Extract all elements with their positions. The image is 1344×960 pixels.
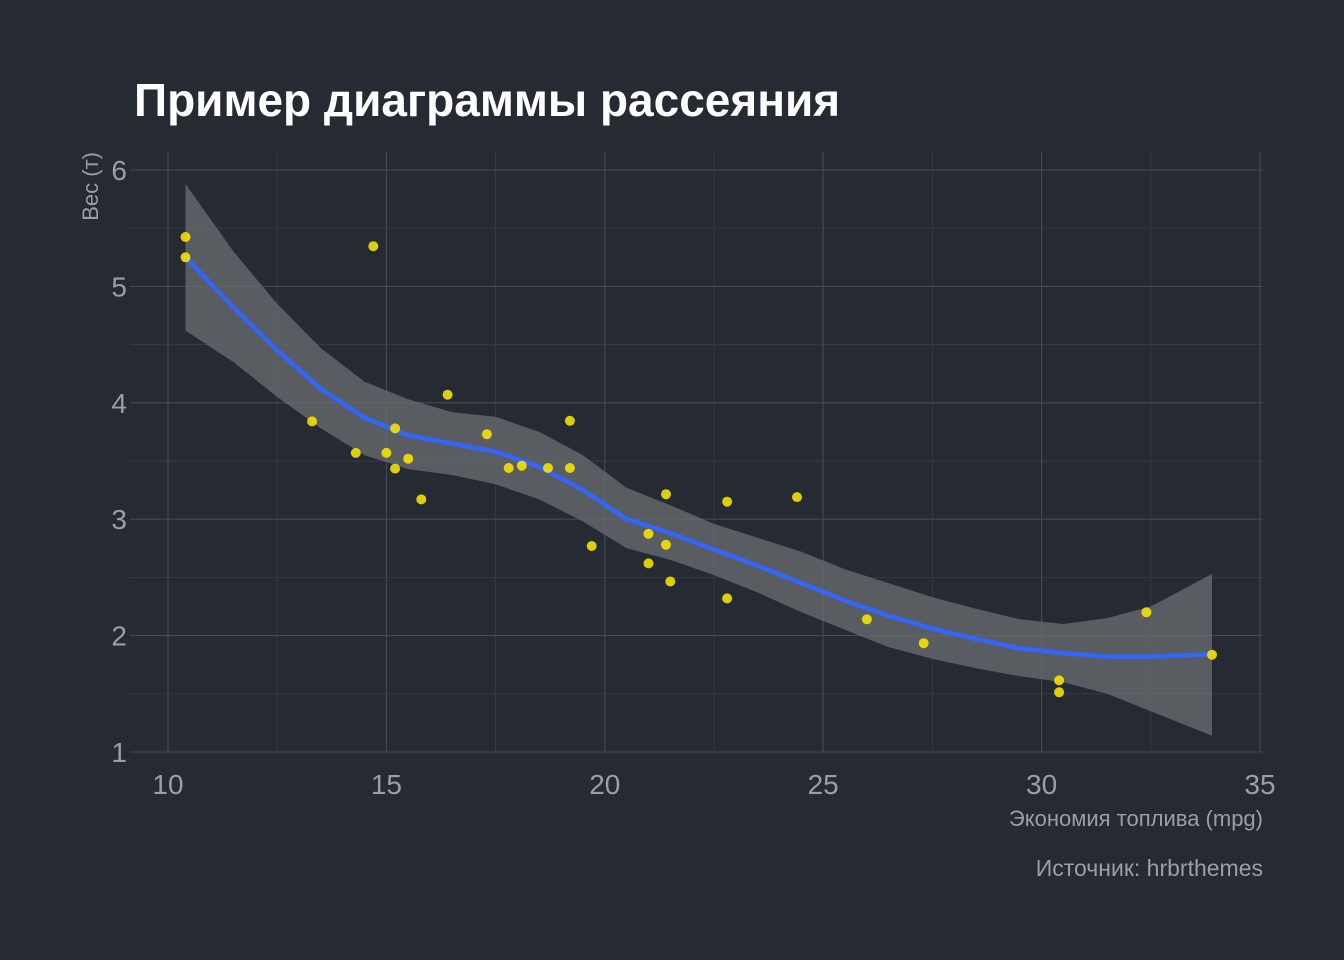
y-axis-ticks: 1 2 3 4 5 6 — [111, 155, 127, 768]
major-gridlines — [130, 152, 1263, 753]
y-axis-label: Вес (т) — [78, 152, 103, 221]
confidence-band — [185, 184, 1212, 736]
data-point — [368, 241, 379, 252]
x-tick-label: 10 — [152, 769, 183, 800]
x-axis-label: Экономия топлива (mpg) — [1009, 806, 1263, 831]
data-point — [403, 453, 414, 464]
data-point — [792, 492, 802, 503]
x-tick-label: 25 — [808, 769, 839, 800]
y-tick-label: 3 — [111, 504, 127, 535]
data-point — [390, 463, 401, 474]
data-point — [307, 416, 318, 427]
data-point — [643, 558, 654, 569]
data-point — [442, 389, 453, 400]
smooth-trend-line — [183, 255, 1215, 659]
data-point — [390, 423, 401, 434]
data-point — [665, 576, 676, 587]
data-point — [381, 447, 392, 458]
data-point — [1141, 607, 1152, 618]
y-tick-label: 1 — [111, 737, 127, 768]
x-axis-ticks: 10 15 20 25 30 35 — [152, 769, 1275, 800]
data-point — [661, 539, 671, 550]
data-point — [661, 489, 671, 500]
data-point — [722, 593, 733, 604]
y-tick-label: 2 — [111, 621, 127, 652]
data-point — [861, 614, 872, 625]
data-point — [1054, 687, 1065, 698]
x-tick-label: 30 — [1026, 769, 1057, 800]
x-tick-label: 15 — [371, 769, 402, 800]
data-point — [350, 447, 361, 458]
data-point — [586, 541, 597, 551]
data-point — [564, 463, 575, 473]
data-point — [516, 460, 527, 471]
data-point — [503, 463, 514, 473]
data-point — [564, 415, 575, 426]
chart-title: Пример диаграммы рассеяния — [134, 74, 840, 126]
data-point — [543, 463, 553, 473]
minor-gridlines — [130, 152, 1263, 752]
y-tick-label: 6 — [111, 155, 127, 186]
data-point — [180, 232, 191, 242]
data-point — [918, 638, 929, 649]
data-points — [180, 232, 1217, 698]
data-point — [180, 252, 191, 263]
chart-caption: Источник: hrbrthemes — [1036, 855, 1263, 881]
data-point — [1207, 649, 1217, 660]
data-point — [416, 494, 427, 505]
y-tick-label: 4 — [111, 388, 127, 419]
x-tick-label: 35 — [1244, 769, 1275, 800]
data-point — [1054, 675, 1065, 686]
data-point — [643, 528, 654, 539]
data-point — [481, 429, 492, 440]
data-point — [722, 496, 733, 507]
y-tick-label: 5 — [111, 271, 127, 302]
x-tick-label: 20 — [589, 769, 620, 800]
